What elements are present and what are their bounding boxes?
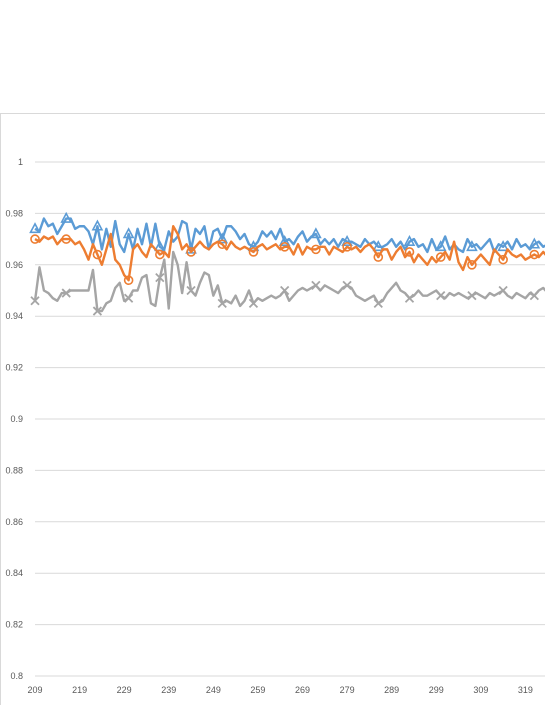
x-tick-label: 259 — [250, 685, 265, 695]
y-tick-label: 1 — [18, 157, 23, 167]
series-2-marker — [343, 281, 351, 289]
series-2-marker — [468, 292, 476, 300]
series-2-marker — [406, 294, 414, 302]
y-tick-label: 0.98 — [5, 208, 23, 218]
x-tick-label: 299 — [429, 685, 444, 695]
y-tick-label: 0.94 — [5, 311, 23, 321]
x-tick-label: 309 — [473, 685, 488, 695]
series-group — [31, 214, 545, 316]
x-tick-label: 249 — [206, 685, 221, 695]
x-tick-label: 229 — [117, 685, 132, 695]
x-tick-label: 219 — [72, 685, 87, 695]
y-tick-label: 0.8 — [10, 671, 23, 681]
y-tick-label: 0.88 — [5, 465, 23, 475]
x-axis-ticks: 209219229239249259269279289299309319329 — [27, 685, 545, 695]
y-tick-label: 0.92 — [5, 363, 23, 373]
y-tick-label: 0.96 — [5, 260, 23, 270]
x-tick-label: 279 — [340, 685, 355, 695]
series-1-line — [35, 226, 545, 280]
series-2-marker — [374, 299, 382, 307]
series-2-marker — [437, 292, 445, 300]
series-2-marker — [530, 292, 538, 300]
series-2-marker — [125, 294, 133, 302]
line-chart: 0.80.820.840.860.880.90.920.940.960.981 … — [1, 114, 545, 706]
y-tick-label: 0.84 — [5, 568, 23, 578]
y-tick-label: 0.82 — [5, 620, 23, 630]
x-tick-label: 209 — [27, 685, 42, 695]
x-tick-label: 319 — [518, 685, 533, 695]
x-tick-label: 289 — [384, 685, 399, 695]
x-tick-label: 239 — [161, 685, 176, 695]
y-axis-ticks: 0.8 0.82 0.84 0.86 0.88 0.9 0.92 0.94 0.96 0.98 1 — [5, 157, 23, 681]
series-0-marker — [31, 224, 40, 233]
y-tick-label: 0.86 — [5, 517, 23, 527]
series-2-marker — [499, 287, 507, 295]
x-tick-label: 269 — [295, 685, 310, 695]
series-2-marker — [312, 281, 320, 289]
y-tick-label: 0.9 — [10, 414, 23, 424]
series-2 — [31, 252, 545, 315]
